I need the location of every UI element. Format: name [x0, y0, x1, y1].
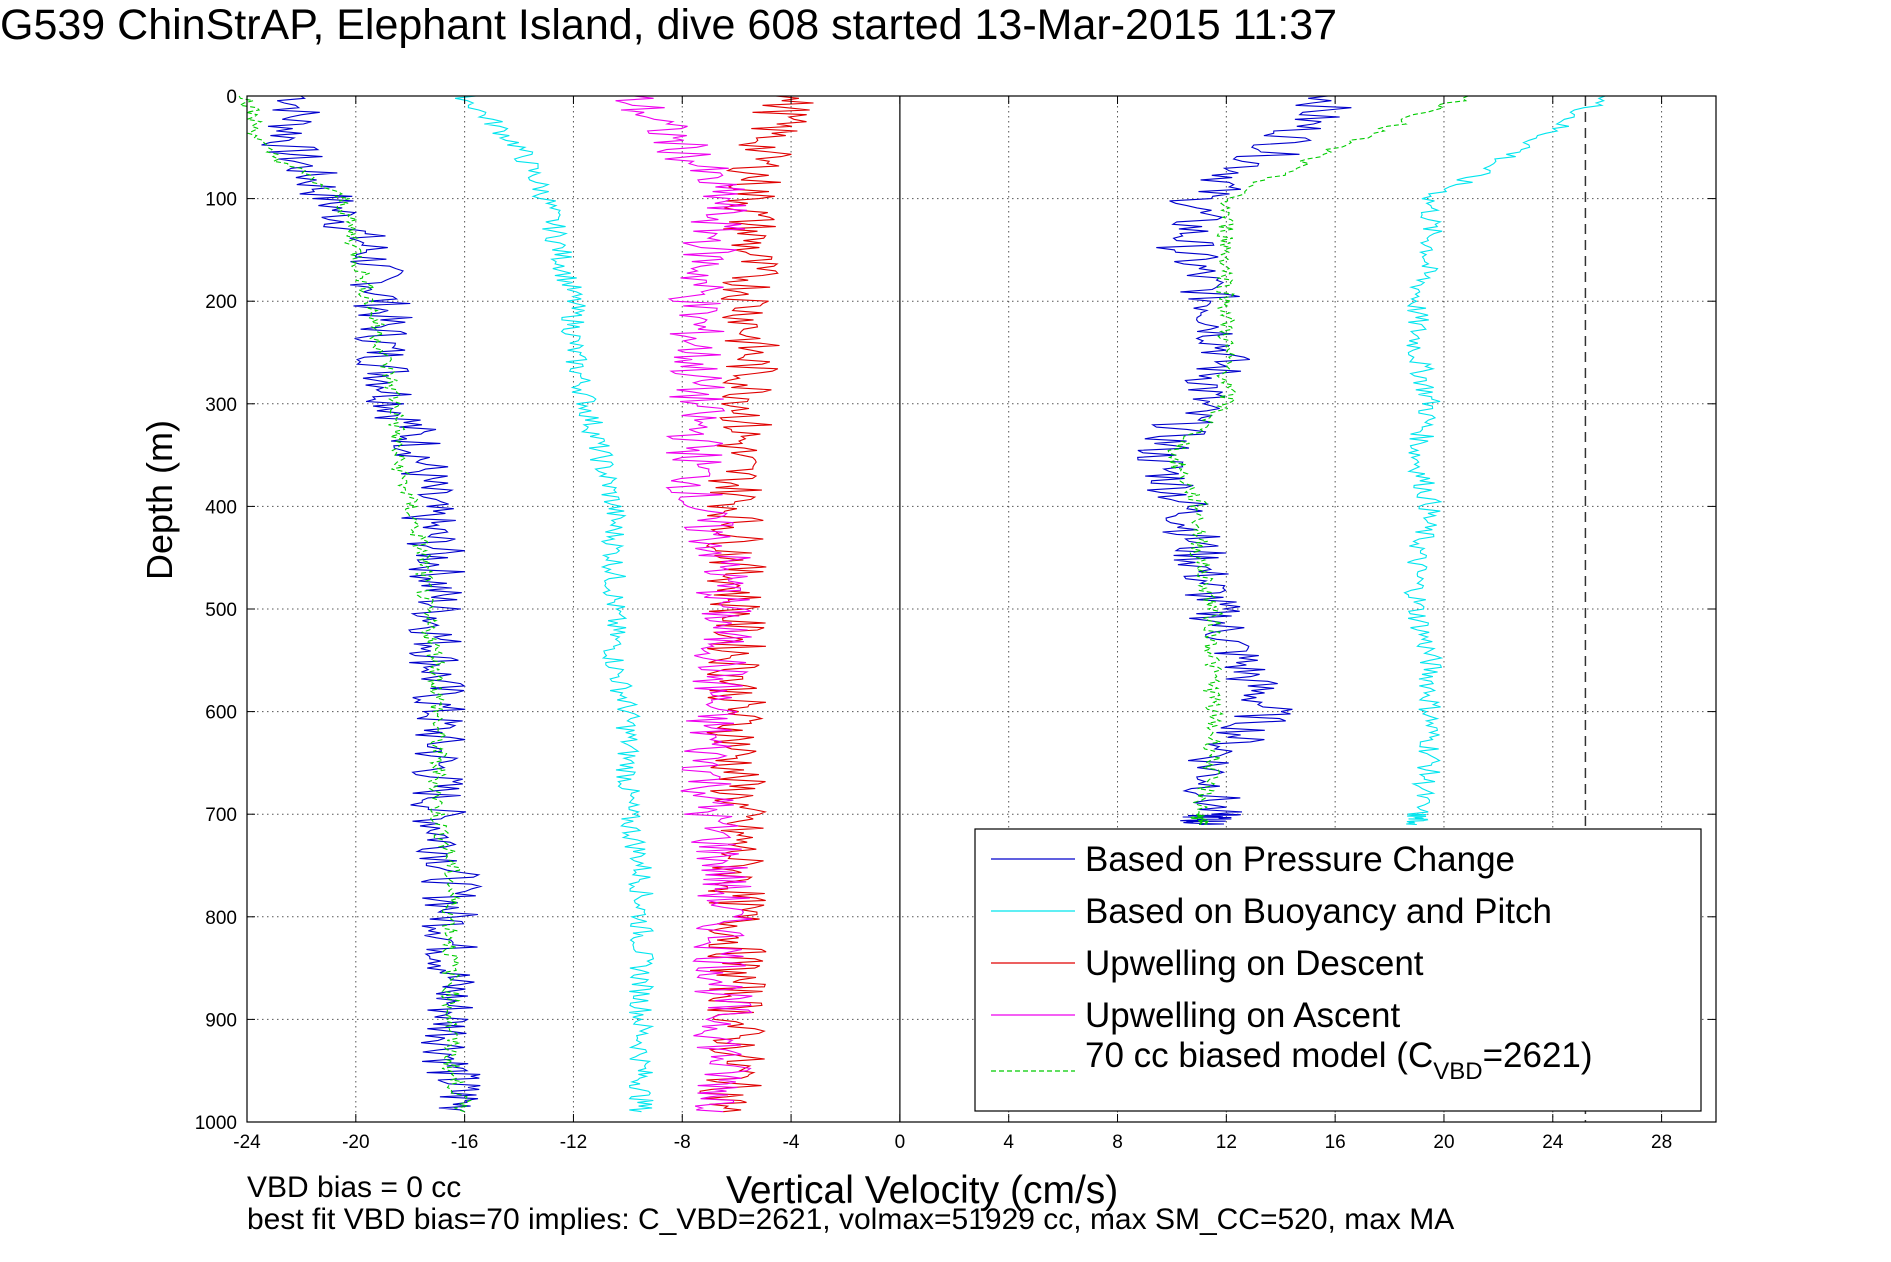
- x-tick-label: 12: [1216, 1132, 1237, 1153]
- series-line-pressure: [1137, 95, 1352, 826]
- x-tick-label: -12: [560, 1132, 587, 1153]
- legend-label-descent: Upwelling on Descent: [1085, 944, 1424, 983]
- x-tick-label: -20: [342, 1132, 369, 1153]
- series-lines: [238, 95, 1606, 1113]
- y-tick-label: 300: [205, 395, 237, 416]
- x-tick-label: 28: [1651, 1132, 1672, 1153]
- x-tick-label: 16: [1325, 1132, 1346, 1153]
- x-tick-label: 8: [1112, 1132, 1123, 1153]
- chart-title: G539 ChinStrAP, Elephant Island, dive 60…: [0, 1, 1338, 49]
- y-tick-label: 700: [205, 805, 237, 826]
- x-axis-label: Vertical Velocity (cm/s): [726, 1169, 1119, 1212]
- series-line-buoyancy: [1403, 95, 1606, 826]
- x-tick-label: 0: [895, 1132, 906, 1153]
- series-line-model: [238, 95, 472, 1113]
- legend-box: [974, 828, 1702, 1112]
- legend-label-buoyancy: Based on Buoyancy and Pitch: [1085, 892, 1552, 931]
- x-tick-label: 20: [1433, 1132, 1454, 1153]
- series-line-model: [1167, 95, 1469, 826]
- x-tick-label: -16: [451, 1132, 478, 1153]
- y-tick-label: 400: [205, 497, 237, 518]
- y-tick-label: 1000: [195, 1113, 237, 1134]
- legend-label-model: 70 cc biased model (CVBD=2621): [1085, 1036, 1593, 1085]
- y-tick-label: 900: [205, 1010, 237, 1031]
- x-tick-label: 4: [1003, 1132, 1014, 1153]
- legend-label-pressure: Based on Pressure Change: [1085, 840, 1515, 879]
- y-axis-label: Depth (m): [139, 419, 180, 581]
- y-tick-label: 600: [205, 703, 237, 724]
- axis-ticks: -24 -20 -16 -12 -8 -4 0 4 8 12 16 20 24 28 0 100 200 300 4…: [195, 87, 1716, 1153]
- x-tick-label: -4: [783, 1132, 800, 1153]
- x-tick-label: -24: [233, 1132, 261, 1153]
- y-tick-label: 100: [205, 190, 237, 211]
- series-line-descent: [699, 95, 814, 1113]
- y-tick-label: 500: [205, 600, 237, 621]
- y-tick-label: 800: [205, 908, 237, 929]
- series-line-buoyancy: [454, 95, 655, 1113]
- legend-label-ascent: Upwelling on Ascent: [1085, 996, 1400, 1035]
- x-tick-label: -8: [674, 1132, 691, 1153]
- vbd-bias-note: VBD bias = 0 cc: [247, 1171, 462, 1204]
- y-tick-label: 0: [226, 87, 237, 108]
- best-fit-note: best fit VBD bias=70 implies: C_VBD=2621…: [247, 1203, 1455, 1236]
- legend: Based on Pressure Change Based on Buoyanc…: [974, 828, 1702, 1112]
- x-tick-label: 24: [1542, 1132, 1564, 1153]
- series-line-pressure: [261, 95, 483, 1113]
- y-tick-label: 200: [205, 292, 237, 313]
- series-line-ascent: [615, 95, 753, 1113]
